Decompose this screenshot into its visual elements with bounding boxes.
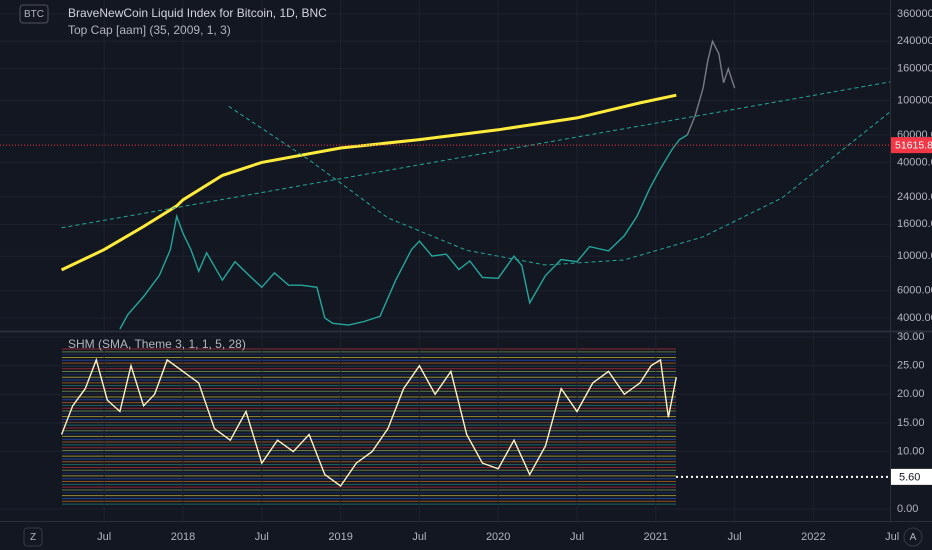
y-tick-label: 100000.00: [897, 94, 932, 106]
price-pane: [0, 0, 890, 330]
y-tick-label: 25.00: [897, 360, 925, 372]
x-tick-label: Jul: [570, 531, 584, 543]
left-button-text: Z: [30, 532, 36, 543]
chart-title: BraveNewCoin Liquid Index for Bitcoin, 1…: [68, 6, 327, 20]
x-tick-label: Jul: [412, 531, 426, 543]
x-tick-label: 2021: [644, 531, 668, 543]
series-line: [119, 134, 688, 330]
series-line: [60, 93, 677, 272]
level-label-box: [891, 468, 932, 485]
level-label: 5.60: [899, 471, 920, 483]
series-line: [60, 357, 677, 487]
time-axis: Jul 2018 Jul 2019 Jul 2020 Jul 2021 Jul 2022 Jul: [97, 531, 899, 543]
y-tick-label: 15.00: [897, 417, 925, 429]
x-tick-label: 2019: [328, 531, 352, 543]
y-tick-label: 16000.00: [897, 218, 932, 230]
x-tick-label: Jul: [97, 531, 111, 543]
price-label: 51615.87: [895, 139, 932, 151]
x-tick-label: Jul: [728, 531, 742, 543]
series-line: [228, 105, 890, 266]
y-tick-label: 10.00: [897, 446, 925, 458]
oscillator-pane: [0, 333, 890, 521]
x-tick-label: 2018: [171, 531, 195, 543]
y-tick-label: 6000.00: [897, 285, 932, 297]
chart-subtitle: Top Cap [aam] (35, 2009, 1, 3): [68, 23, 231, 37]
right-button-text: A: [910, 532, 917, 543]
y-tick-label: 10000.00: [897, 250, 932, 262]
series-line: [686, 39, 736, 136]
y-tick-label: 160000.00: [897, 63, 932, 75]
symbol-badge[interactable]: [19, 4, 49, 24]
y-tick-label: 4000.00: [897, 312, 932, 324]
x-tick-label: Jul: [885, 531, 899, 543]
symbol-text: BTC: [24, 9, 44, 20]
price-label-box: [891, 137, 932, 154]
x-tick-label: 2020: [486, 531, 510, 543]
series-line: [61, 81, 890, 229]
y-tick-label: 240000.00: [897, 35, 932, 47]
y-tick-label: 24000.00: [897, 191, 932, 203]
y-tick-label: 30.00: [897, 331, 925, 343]
left-button[interactable]: [23, 527, 43, 547]
right-button[interactable]: [903, 527, 923, 547]
x-tick-label: 2022: [801, 531, 825, 543]
overlay: 4000.00 6000.00 10000.00 16000.00 24000.00 40…: [891, 8, 932, 515]
x-tick-label: Jul: [255, 531, 269, 543]
oscillator-title: SHM (SMA, Theme 3, 1, 1, 5, 28): [68, 337, 246, 351]
y-tick-label: 20.00: [897, 388, 925, 400]
y-tick-label: 360000.00: [897, 8, 932, 20]
y-tick-label: 0.00: [897, 503, 918, 515]
y-tick-label: 40000.00: [897, 156, 932, 168]
